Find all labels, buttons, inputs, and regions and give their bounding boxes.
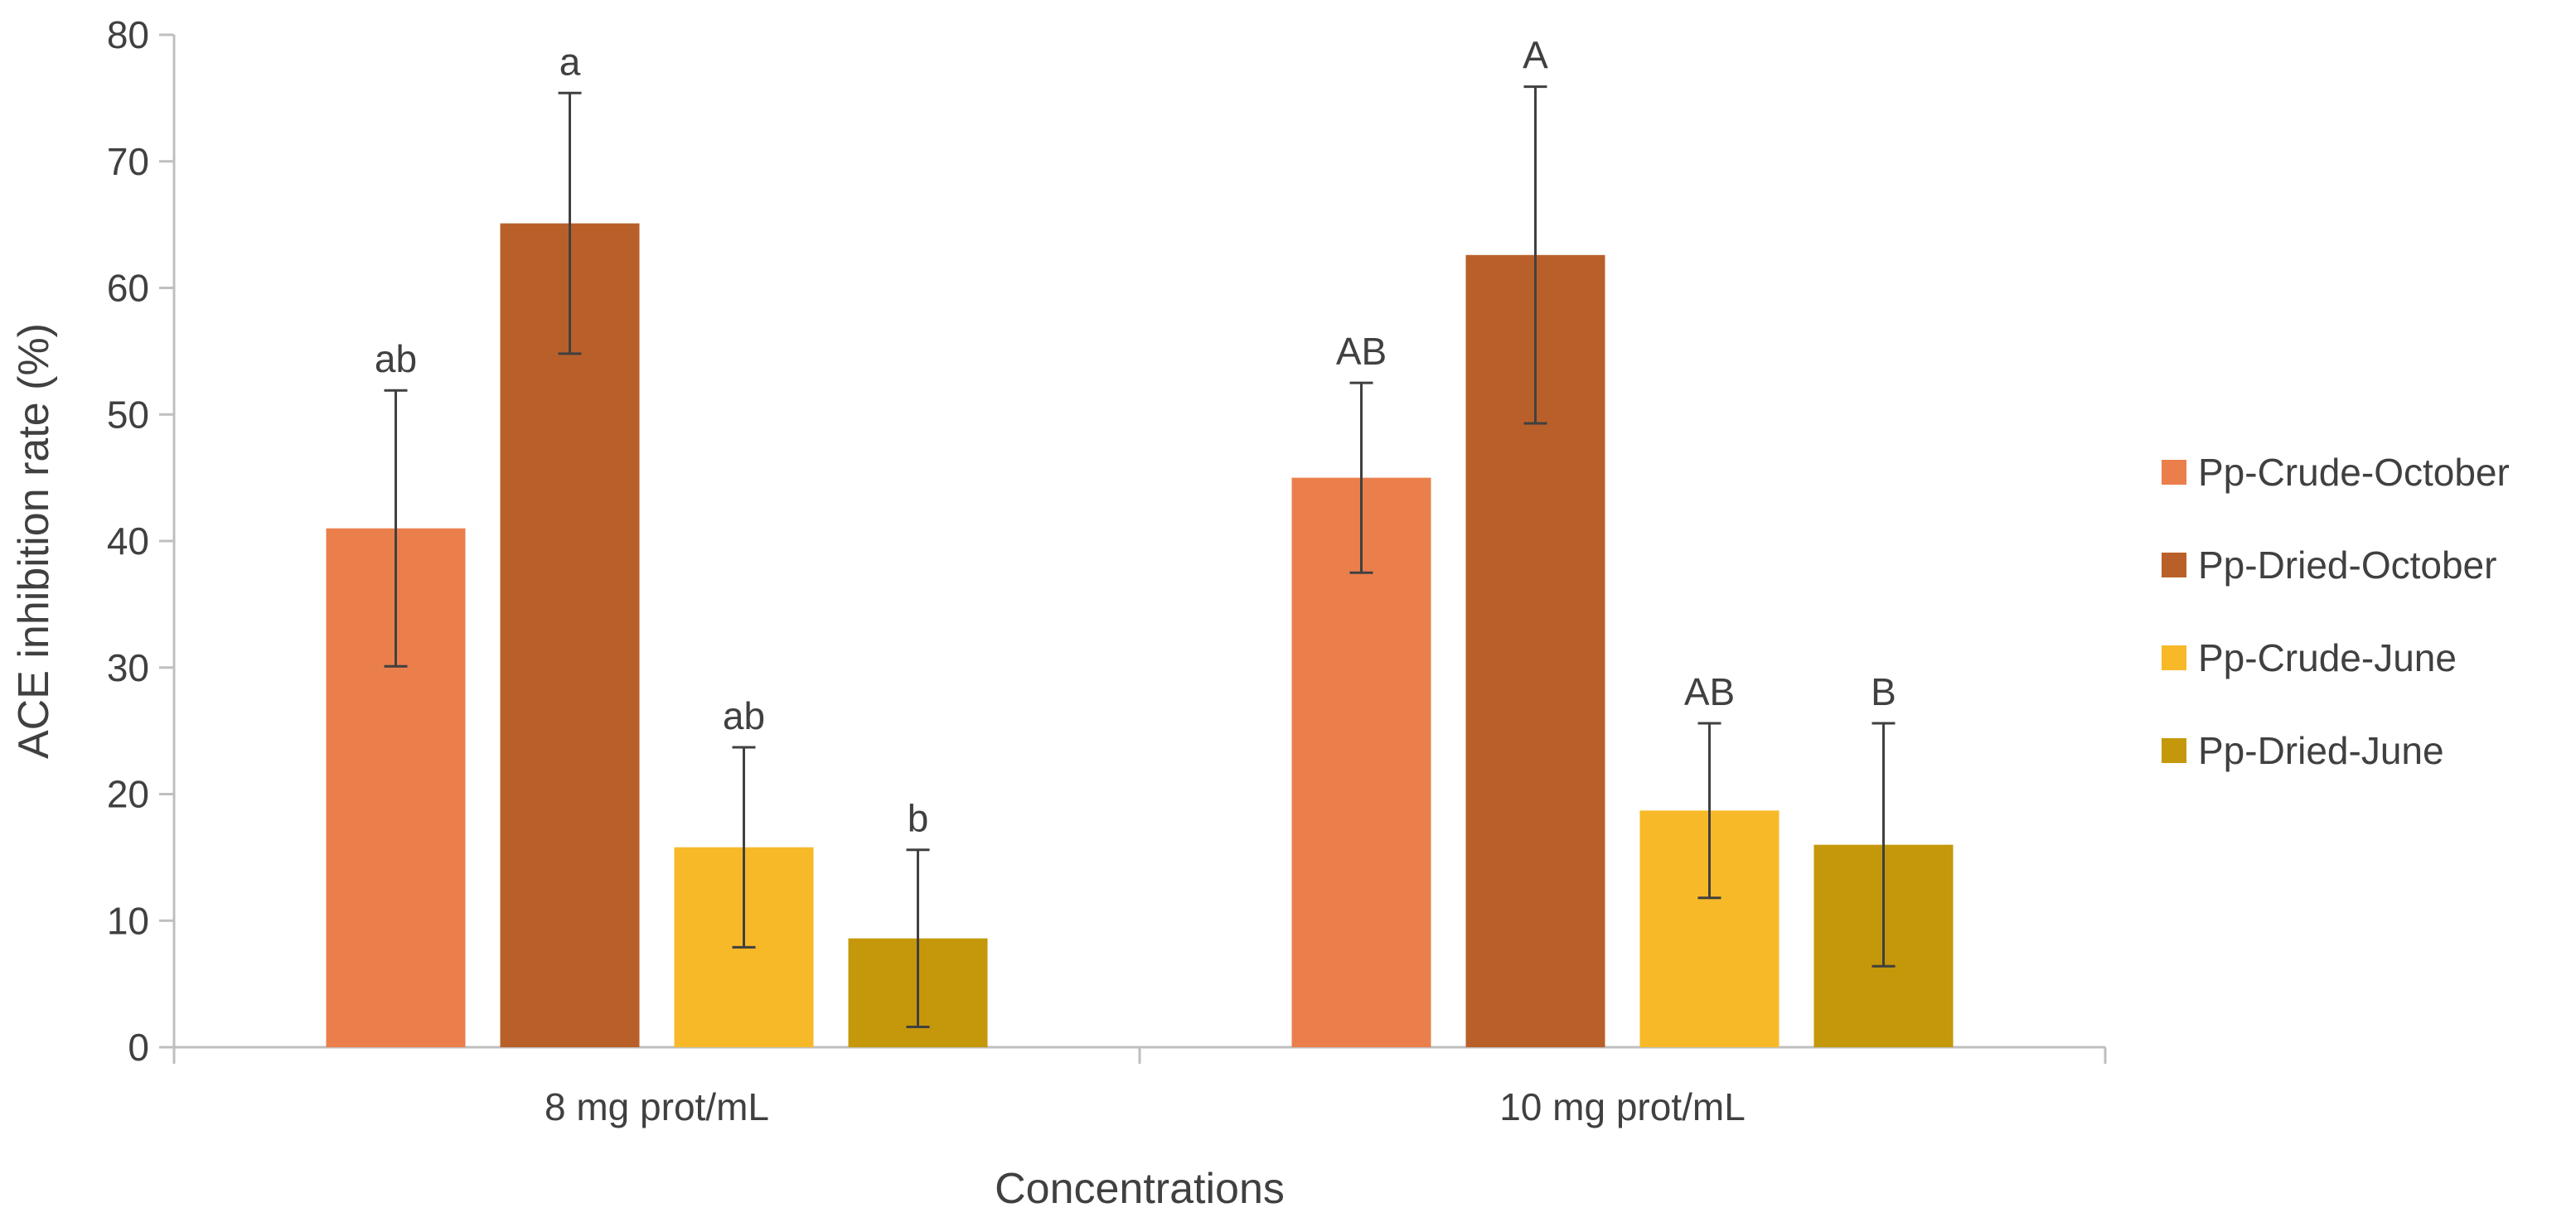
legend-label: Pp-Crude-October	[2198, 451, 2510, 494]
y-tick-label: 10	[107, 899, 149, 942]
x-tick-label: 8 mg prot/mL	[545, 1085, 769, 1128]
y-tick-label: 60	[107, 267, 149, 310]
y-tick-label: 80	[107, 13, 149, 56]
y-tick-label: 50	[107, 393, 149, 436]
y-tick-label: 40	[107, 519, 149, 563]
x-tick-label: 10 mg prot/mL	[1499, 1085, 1746, 1128]
error-bars	[384, 85, 1896, 1029]
legend-swatch	[2162, 460, 2186, 485]
significance-label: ab	[375, 337, 417, 380]
legend-swatch	[2162, 645, 2186, 670]
y-tick-label: 70	[107, 140, 149, 183]
significance-label: A	[1523, 34, 1548, 77]
significance-label: ab	[723, 694, 765, 737]
legend-label: Pp-Dried-June	[2198, 729, 2444, 772]
y-axis-title: ACE inhibition rate (%)	[10, 323, 58, 759]
bar	[500, 223, 640, 1047]
significance-labels: ab a ab b AB A AB B	[375, 34, 1896, 840]
y-tick-label: 30	[107, 646, 149, 689]
y-axis-ticks: 0 10 20 30 40 50 60 70 80	[107, 13, 174, 1069]
legend-label: Pp-Crude-June	[2198, 636, 2457, 679]
significance-label: B	[1871, 670, 1896, 713]
x-axis-ticks: 8 mg prot/mL 10 mg prot/mL	[172, 1047, 2107, 1128]
x-axis-title: Concentrations	[995, 1165, 1285, 1213]
significance-label: AB	[1684, 670, 1735, 713]
y-tick-label: 0	[128, 1026, 149, 1069]
legend-label: Pp-Dried-October	[2198, 543, 2496, 587]
plot-area: 0 10 20 30 40 50 60 70 80 8 mg prot/mL 10 mg prot…	[107, 13, 2107, 1128]
y-tick-label: 20	[107, 773, 149, 816]
legend: Pp-Crude-October Pp-Dried-October Pp-Crude…	[2162, 451, 2510, 772]
legend-swatch	[2162, 738, 2186, 763]
significance-label: b	[908, 797, 929, 840]
significance-label: AB	[1336, 330, 1387, 373]
significance-label: a	[559, 40, 581, 83]
legend-swatch	[2162, 553, 2186, 577]
